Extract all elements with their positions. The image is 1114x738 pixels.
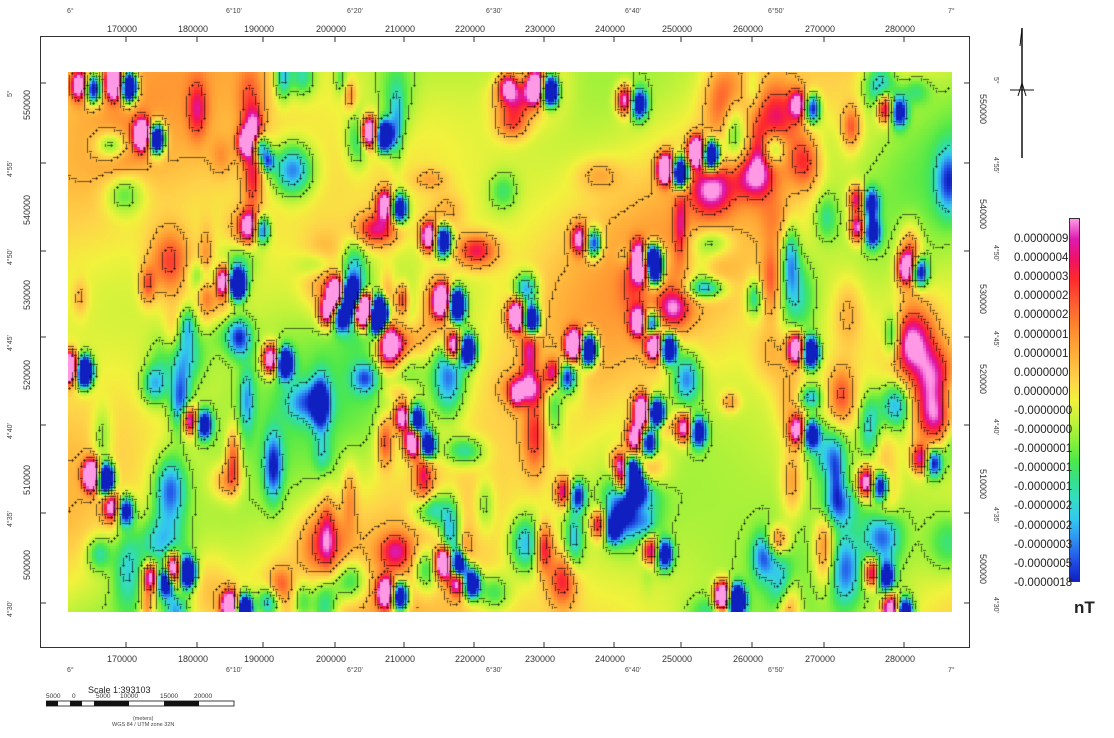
- legend-label: 0.0000000: [1014, 385, 1069, 398]
- x-tick-top: 240000: [595, 24, 626, 34]
- x-tick-top: 210000: [385, 24, 416, 34]
- legend-label: 0.0000002: [1014, 290, 1069, 303]
- y-tick-right: 530000: [978, 284, 988, 315]
- scale-number: 0: [72, 693, 76, 700]
- x-tick-top: 250000: [662, 24, 693, 34]
- lon-label-top: 6°: [67, 8, 74, 15]
- y-tick-right: 540000: [978, 199, 988, 230]
- y-tick-left: 550000: [22, 89, 32, 120]
- lat-label-right: 4°40': [992, 419, 999, 435]
- x-tick-bottom: 210000: [385, 654, 416, 664]
- x-tick-bottom: 270000: [805, 654, 836, 664]
- lon-label-bottom: 6°20': [347, 667, 363, 674]
- x-tick-top: 170000: [107, 24, 138, 34]
- lon-label-top: 6°10': [226, 8, 242, 15]
- legend-label: 0.0000004: [1014, 252, 1069, 265]
- legend-label: -0.0000001: [1014, 481, 1073, 494]
- lat-label-right: 4°50': [992, 245, 999, 261]
- x-tick-top: 220000: [455, 24, 486, 34]
- lat-label-left: 4°35': [7, 511, 14, 527]
- legend-unit: nT: [1074, 598, 1095, 617]
- legend-label: -0.0000001: [1014, 443, 1073, 456]
- legend-label: -0.0000002: [1014, 500, 1073, 513]
- lon-label-top: 6°50': [768, 8, 784, 15]
- x-tick-top: 270000: [805, 24, 836, 34]
- x-tick-bottom: 190000: [244, 654, 275, 664]
- x-tick-top: 200000: [316, 24, 347, 34]
- x-tick-bottom: 260000: [733, 654, 764, 664]
- lat-label-right: 4°35': [992, 507, 999, 523]
- x-tick-top: 280000: [885, 24, 916, 34]
- x-tick-top: 180000: [178, 24, 209, 34]
- scale-number: 20000: [194, 693, 213, 700]
- legend-label: -0.0000000: [1014, 404, 1073, 417]
- scale-number: 5000: [46, 693, 61, 700]
- scale-title: Scale 1:393103: [88, 685, 151, 695]
- lat-label-left: 4°50': [7, 249, 14, 265]
- x-tick-top: 230000: [525, 24, 556, 34]
- legend-label: -0.0000002: [1014, 519, 1073, 532]
- lon-label-bottom: 6°: [67, 667, 74, 674]
- legend-label: -0.0000005: [1014, 557, 1073, 570]
- contour-overlay: [68, 72, 952, 612]
- scale-unit: (meters): [132, 716, 154, 722]
- legend-label: 0.0000001: [1014, 347, 1069, 360]
- y-tick-right: 520000: [978, 364, 988, 395]
- x-tick-bottom: 230000: [525, 654, 556, 664]
- scale-subtitle: (meters) WGS 84 / UTM zone 32N: [112, 716, 174, 728]
- y-tick-left: 510000: [22, 464, 32, 495]
- legend-color-bar: [1069, 218, 1080, 582]
- lon-label-top: 7°: [948, 8, 955, 15]
- scale-number: 10000: [120, 693, 139, 700]
- y-tick-left: 530000: [22, 279, 32, 310]
- x-tick-bottom: 250000: [662, 654, 693, 664]
- scale-projection: WGS 84 / UTM zone 32N: [112, 722, 175, 728]
- scale-number: 15000: [160, 693, 179, 700]
- magnetic-anomaly-grid: [68, 72, 952, 612]
- lat-label-left: 5°: [7, 90, 14, 97]
- lat-label-right: 4°30': [992, 597, 999, 613]
- lon-label-top: 6°40': [625, 8, 641, 15]
- lat-label-left: 4°30': [7, 601, 14, 617]
- lat-label-right: 4°45': [992, 331, 999, 347]
- x-tick-bottom: 280000: [885, 654, 916, 664]
- lat-label-left: 4°55': [7, 161, 14, 177]
- lon-label-bottom: 6°40': [625, 667, 641, 674]
- y-tick-right: 550000: [978, 94, 988, 125]
- legend-label: -0.0000018: [1014, 576, 1073, 589]
- lat-label-right: 5°: [992, 77, 999, 84]
- x-tick-bottom: 220000: [455, 654, 486, 664]
- x-tick-bottom: 240000: [595, 654, 626, 664]
- lon-label-bottom: 6°10': [226, 667, 242, 674]
- lat-label-left: 4°45': [7, 335, 14, 351]
- lon-label-bottom: 6°50': [768, 667, 784, 674]
- y-tick-left: 500000: [22, 549, 32, 580]
- north-arrow-icon: [1010, 28, 1034, 158]
- y-tick-left: 520000: [22, 359, 32, 390]
- x-tick-top: 260000: [733, 24, 764, 34]
- x-tick-top: 190000: [244, 24, 275, 34]
- legend-label: -0.0000000: [1014, 424, 1073, 436]
- x-tick-bottom: 200000: [316, 654, 347, 664]
- x-tick-bottom: 170000: [107, 654, 138, 664]
- y-tick-right: 510000: [978, 469, 988, 500]
- lon-label-bottom: 6°30': [486, 667, 502, 674]
- legend-label: -0.0000003: [1014, 538, 1073, 551]
- y-tick-left: 540000: [22, 194, 32, 225]
- lat-label-right: 4°55': [992, 157, 999, 173]
- scale-number: 5000: [96, 693, 111, 700]
- scale-bar: [46, 700, 235, 707]
- lon-label-bottom: 7°: [948, 667, 955, 674]
- legend-label: 0.0000003: [1014, 271, 1069, 284]
- y-tick-right: 500000: [978, 554, 988, 585]
- legend-label: 0.0000001: [1014, 328, 1069, 341]
- legend-label: -0.0000001: [1014, 462, 1073, 475]
- lon-label-top: 6°20': [347, 8, 363, 15]
- lat-label-left: 4°40': [7, 423, 14, 439]
- legend-label: 0.0000002: [1014, 309, 1069, 322]
- lon-label-top: 6°30': [486, 8, 502, 15]
- legend-label: 0.0000009: [1014, 233, 1069, 245]
- legend-label: 0.0000000: [1014, 366, 1069, 379]
- x-tick-bottom: 180000: [178, 654, 209, 664]
